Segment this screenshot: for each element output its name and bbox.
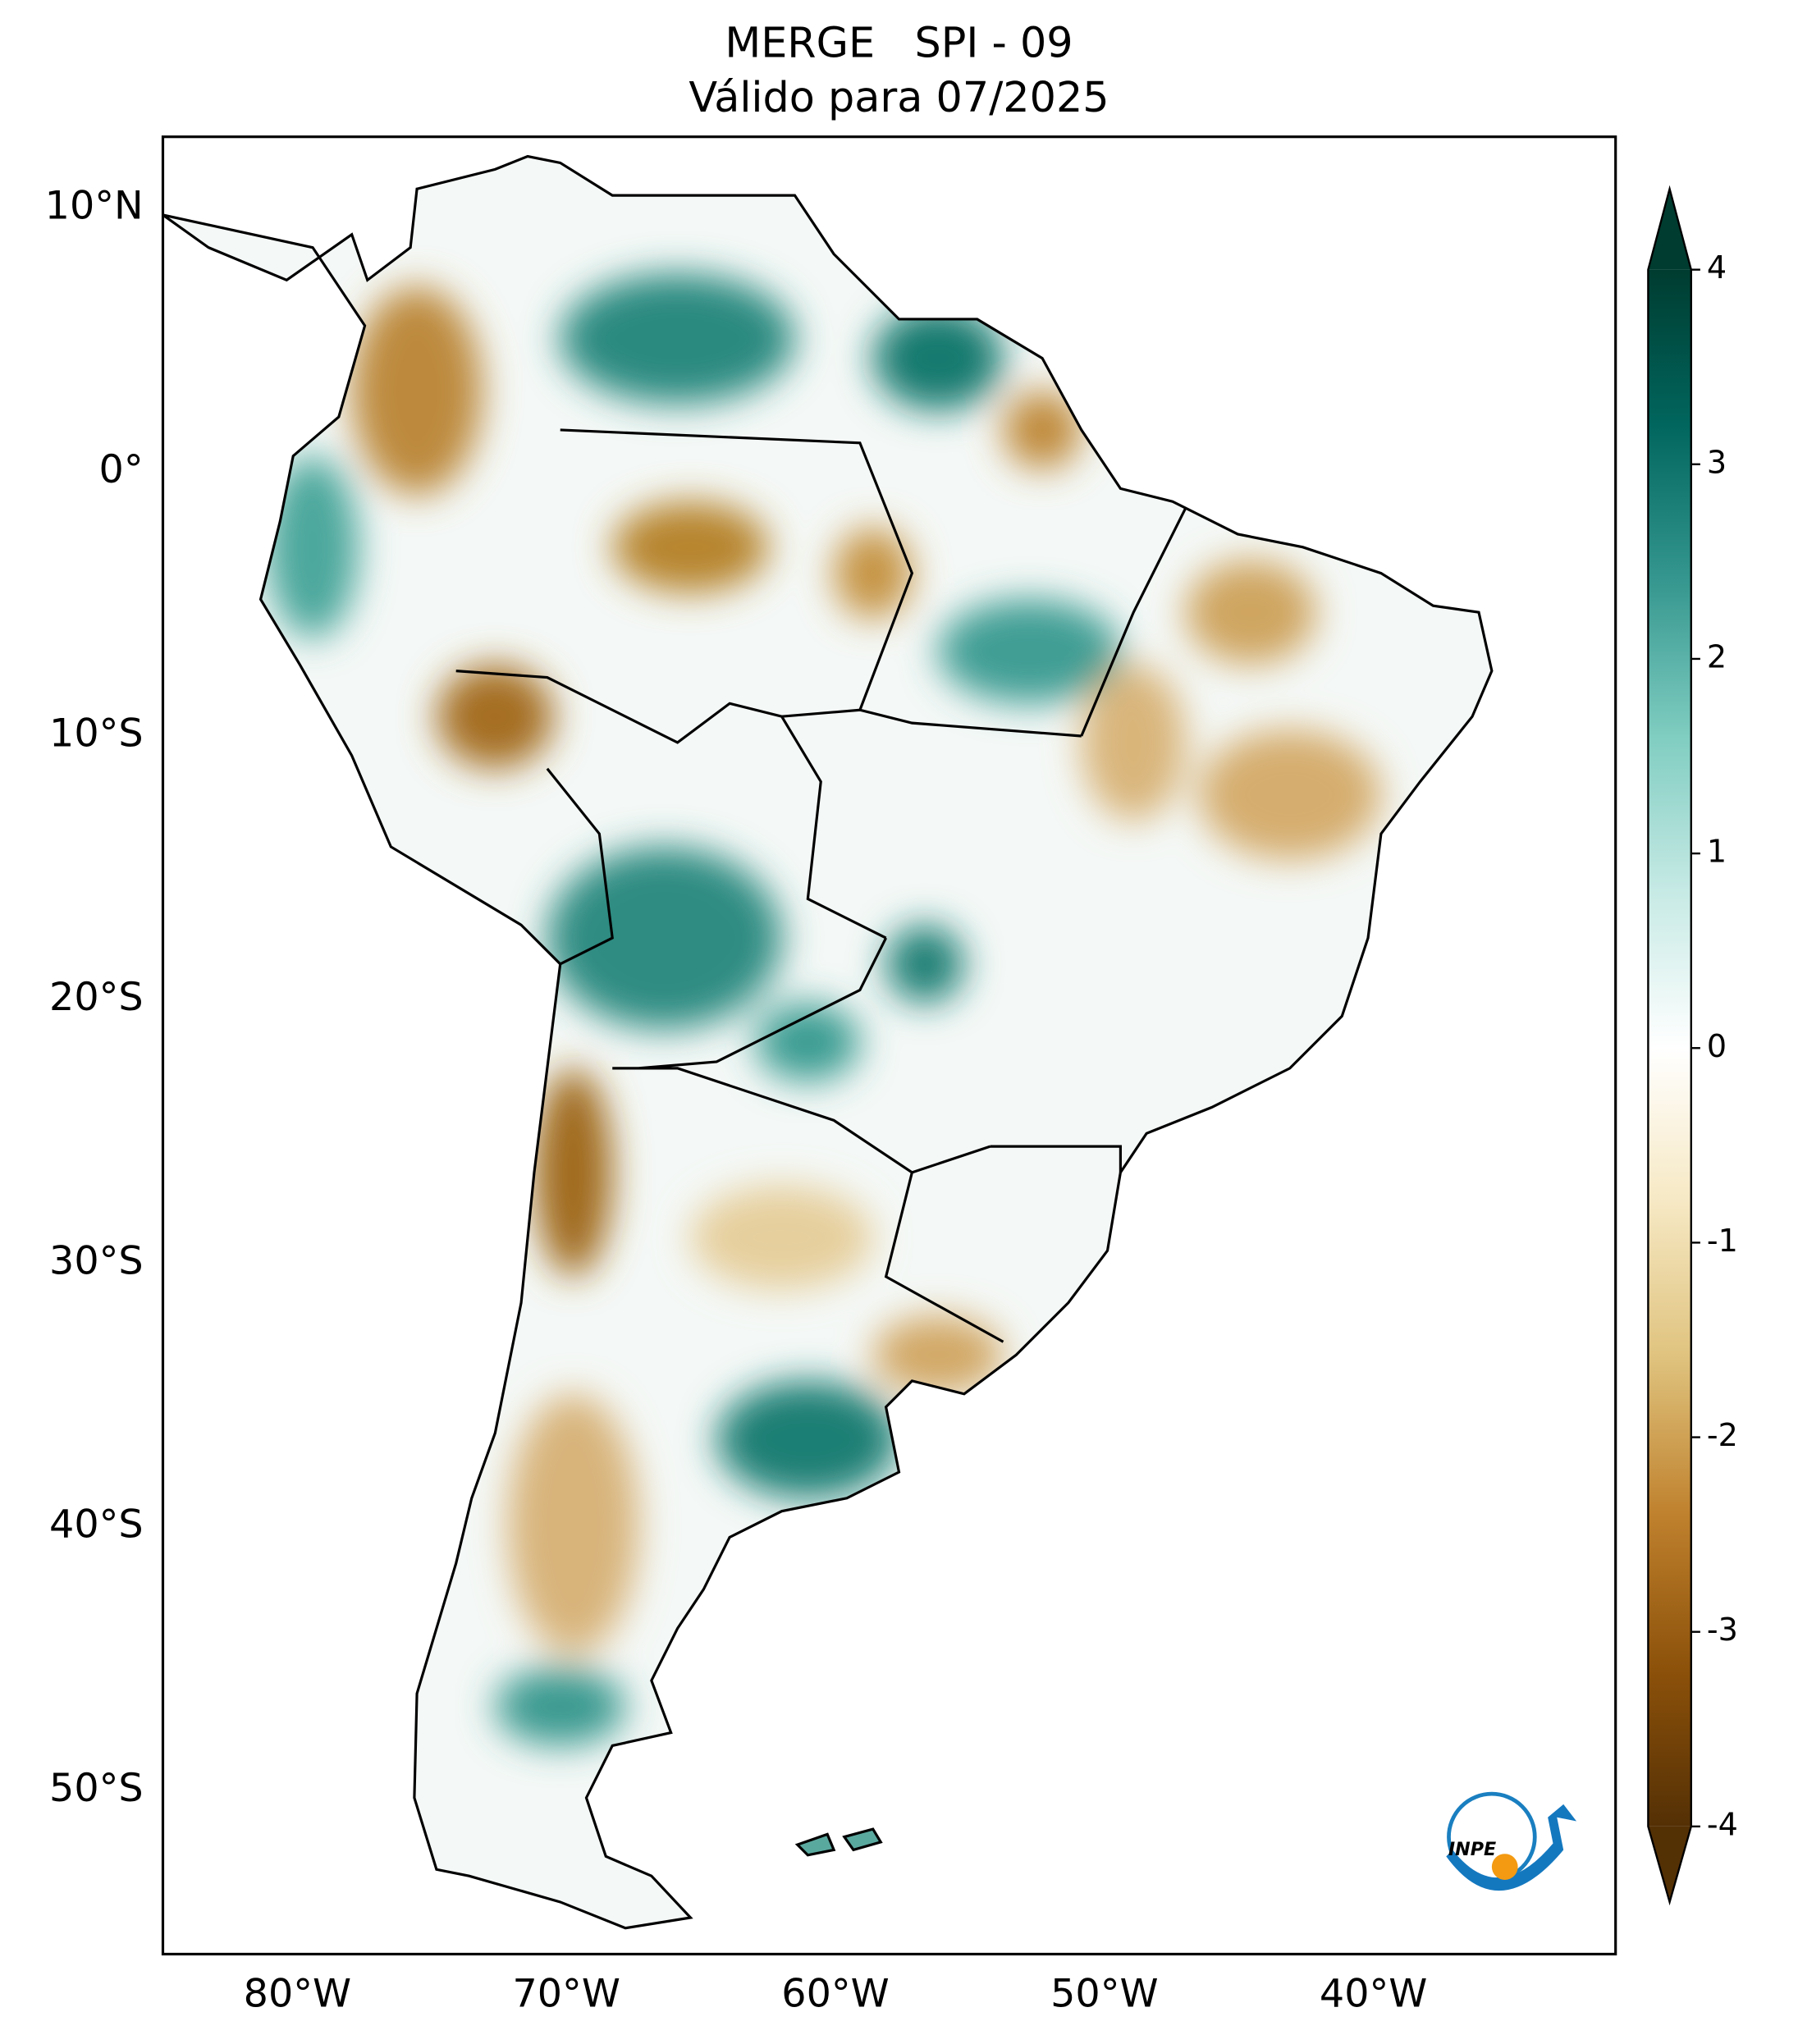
- y-tick-label: 20°S: [49, 975, 144, 1020]
- colorbar-tick-label: -1: [1707, 1223, 1738, 1259]
- logo-arrow: [1446, 1804, 1577, 1891]
- y-tick-label: 30°S: [49, 1238, 144, 1283]
- map-subtitle: Válido para 07/2025: [689, 73, 1109, 121]
- map-title: MERGE SPI - 09: [725, 19, 1073, 67]
- colorbar: [1648, 269, 1691, 1827]
- x-tick-label: 50°W: [1050, 1971, 1158, 2016]
- logo-text: INPE: [1448, 1839, 1496, 1860]
- logo: INPE: [1446, 1791, 1577, 1891]
- x-tick-label: 40°W: [1320, 1971, 1427, 2016]
- colorbar-tick-label: 2: [1707, 638, 1727, 674]
- y-tick-label: 10°S: [49, 711, 144, 756]
- falklands: [794, 1827, 883, 1857]
- x-tick-label: 80°W: [244, 1971, 351, 2016]
- spi-field: [162, 156, 1492, 1928]
- colorbar-tick-label: 0: [1707, 1028, 1727, 1064]
- y-tick-label: 40°S: [49, 1502, 144, 1548]
- colorbar-tick-label: -2: [1707, 1417, 1738, 1453]
- map-frame: [161, 135, 1617, 1956]
- y-tick-label: 10°N: [45, 183, 144, 228]
- logo-dot: [1491, 1854, 1518, 1880]
- colorbar-tick-label: 4: [1707, 249, 1727, 286]
- colorbar-tick-label: -3: [1707, 1612, 1738, 1648]
- colorbar-extend-top: [1648, 189, 1691, 270]
- colorbar-outline: [1647, 185, 1692, 1906]
- y-tick-label: 50°S: [49, 1766, 144, 1811]
- colorbar-tick-label: 3: [1707, 444, 1727, 480]
- colorbar-tick-label: -4: [1707, 1806, 1738, 1842]
- colorbar-tick-label: 1: [1707, 834, 1727, 870]
- colorbar-extend-bottom: [1648, 1826, 1691, 1902]
- y-tick-label: 0°: [99, 447, 144, 492]
- x-tick-label: 70°W: [512, 1971, 620, 2016]
- country-borders: [455, 428, 1187, 1343]
- anomaly-blobs: [267, 273, 1381, 1746]
- x-tick-label: 60°W: [781, 1971, 889, 2016]
